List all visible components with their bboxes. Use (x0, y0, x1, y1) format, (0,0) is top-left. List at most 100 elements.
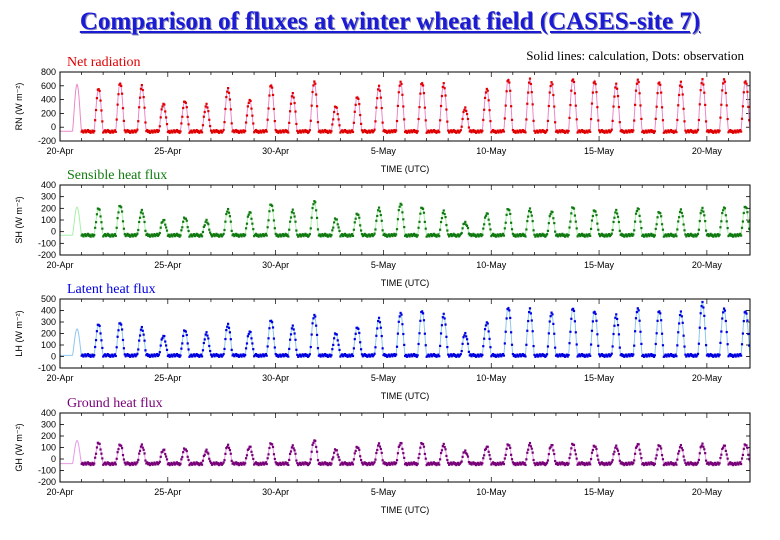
data-point (456, 130, 459, 133)
data-point (426, 234, 429, 237)
data-point (427, 353, 430, 356)
data-point (422, 92, 426, 95)
data-point (262, 355, 266, 358)
data-point (580, 130, 583, 133)
data-point (152, 462, 155, 465)
data-point (685, 463, 688, 466)
data-point (500, 355, 503, 358)
data-point (307, 130, 311, 133)
data-point (433, 130, 436, 134)
data-point (479, 233, 482, 236)
data-point (580, 462, 583, 465)
data-point (154, 463, 157, 466)
data-point (296, 129, 299, 132)
data-point (687, 463, 691, 466)
data-point (695, 354, 699, 357)
data-point (663, 462, 666, 466)
data-point (237, 355, 240, 358)
data-point (737, 355, 740, 358)
data-point (307, 234, 311, 237)
y-tick-label: 400 (41, 180, 56, 190)
data-point (682, 455, 685, 458)
data-point (633, 344, 636, 347)
data-point (169, 130, 172, 133)
data-point (479, 353, 482, 356)
data-point (610, 352, 613, 355)
data-point (364, 234, 367, 237)
data-point (125, 130, 128, 133)
data-point (676, 458, 679, 461)
data-point (737, 131, 740, 134)
data-point (316, 459, 320, 462)
data-point (375, 219, 378, 222)
data-point (134, 131, 137, 134)
data-point (120, 206, 123, 209)
data-point (677, 331, 680, 334)
data-point (284, 128, 287, 132)
data-point (298, 353, 302, 356)
data-point (504, 104, 507, 107)
data-point (547, 453, 550, 456)
data-point (100, 221, 103, 224)
data-point (616, 212, 619, 215)
data-point (669, 354, 672, 357)
data-point (317, 354, 320, 357)
data-point (206, 221, 209, 224)
data-point (391, 355, 394, 358)
data-point (469, 233, 472, 236)
data-point (80, 462, 83, 466)
data-point (365, 462, 368, 465)
data-point (338, 458, 341, 462)
data-point (165, 344, 168, 347)
data-point (678, 84, 682, 87)
data-point (288, 347, 291, 351)
data-point (284, 461, 287, 464)
data-point (102, 131, 105, 134)
data-point (350, 130, 353, 133)
data-point (264, 128, 267, 132)
data-point (684, 233, 687, 236)
data-point (261, 462, 264, 465)
data-point (535, 462, 538, 466)
data-point (331, 458, 334, 461)
data-point (324, 463, 328, 466)
data-point (438, 131, 441, 134)
data-point (579, 235, 582, 238)
data-point (528, 307, 532, 310)
data-point (581, 354, 585, 358)
data-point (368, 131, 372, 134)
data-point (394, 234, 397, 237)
data-point (483, 328, 487, 331)
data-point (526, 329, 529, 332)
data-point (612, 105, 615, 108)
data-point (724, 214, 727, 217)
data-point (678, 450, 681, 453)
y-tick-label: 200 (41, 203, 56, 213)
data-point (741, 220, 745, 223)
data-point (153, 129, 156, 132)
data-point (451, 130, 454, 133)
data-point (371, 463, 374, 466)
data-point (298, 129, 302, 132)
data-point (88, 353, 91, 356)
data-point (635, 445, 638, 448)
data-point (671, 129, 674, 132)
data-point (638, 92, 641, 95)
data-point (723, 80, 727, 83)
data-point (534, 235, 537, 238)
data-point (446, 345, 449, 349)
data-point (645, 463, 648, 466)
data-point (128, 233, 131, 236)
data-point (318, 353, 321, 356)
data-point (575, 343, 578, 346)
data-point (619, 130, 622, 133)
data-point (516, 233, 519, 236)
data-point (577, 462, 580, 465)
data-point (125, 462, 128, 465)
data-point (107, 354, 110, 358)
data-point (161, 105, 164, 108)
data-point (89, 463, 92, 467)
data-point (424, 344, 427, 347)
data-point (94, 456, 97, 459)
data-point (528, 207, 532, 210)
